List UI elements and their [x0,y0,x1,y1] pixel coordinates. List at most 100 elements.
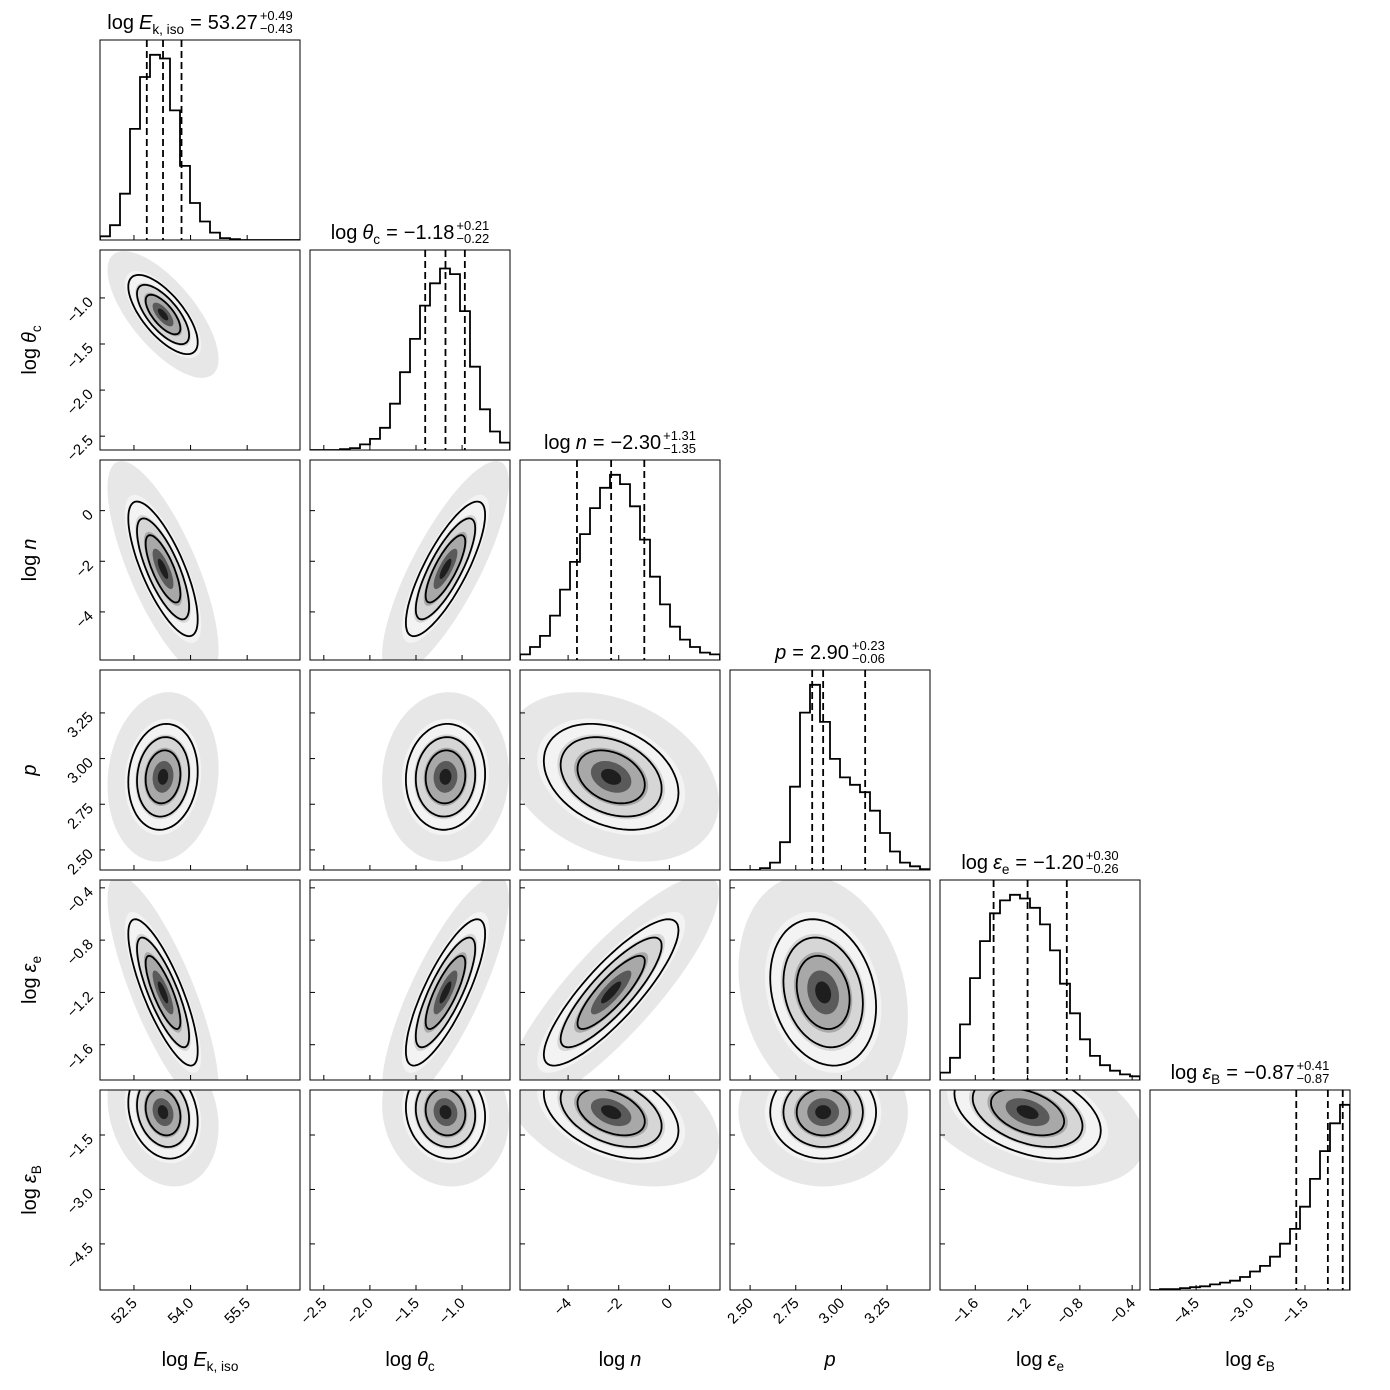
label-subscript: c [373,232,380,247]
label-subscript: c [428,1359,435,1374]
density-panel [382,1090,509,1187]
contour-line [127,918,199,1067]
label-symbol: ε [19,962,41,972]
x-axis-label: p [823,1349,835,1371]
contour-line [414,736,477,818]
x-axis-label: log n [599,1349,642,1371]
density-panel [382,692,509,862]
y-axis-label: log εB [19,1165,44,1215]
density-level [439,1105,452,1120]
label-symbol: p [823,1349,835,1371]
title-text: log εe = −1.20 [961,852,1083,877]
title-plus: +0.21 [456,218,489,233]
x-axis-label: log εB [1225,1349,1275,1374]
contour-line [542,723,680,831]
contour-line [990,1090,1066,1137]
x-tick-label: −1.6 [949,1295,982,1328]
label-subscript: k, iso [207,1359,239,1374]
contour-line [127,500,199,638]
y-tick-label: 0 [79,506,97,524]
title-plus: +0.49 [260,8,293,23]
panel-title: log θc = −1.18 +0.21−0.22 [331,218,490,247]
contour-line [769,1090,878,1160]
title-minus: −0.43 [260,21,293,36]
x-axis-label: log εe [1016,1349,1064,1374]
contour-line [576,1090,646,1137]
title-plus: +0.41 [1296,1058,1329,1073]
contour-line [559,936,663,1049]
panel-frame [99,39,301,241]
label-prefix: log [1171,1062,1198,1084]
contour-line [136,1090,191,1148]
y-tick-label: −3.0 [64,1185,97,1218]
histogram [1150,1103,1350,1290]
panel-frame [99,249,301,451]
label-subscript: B [29,1165,44,1174]
label-prefix: log [19,1188,41,1215]
density-level [157,1105,169,1120]
panel-title: log εB = −0.87 +0.41−0.87 [1171,1058,1330,1087]
density-level [439,981,452,1004]
density-level [439,558,452,579]
contour-line [136,517,191,621]
panel-frame [729,1089,931,1291]
y-tick-label: −2.0 [64,386,97,419]
title-plus: +1.31 [663,428,696,443]
contour-line [424,954,467,1030]
panel-title: log εe = −1.20 +0.30−0.26 [961,848,1118,877]
x-tick-label: −4.5 [1170,1295,1203,1328]
contour-line [127,722,199,831]
density-panel [107,692,219,862]
label-symbol: θ [362,222,373,244]
contour-line [953,1090,1102,1160]
label-subscript: B [1266,1359,1275,1374]
contour-line [144,954,182,1030]
x-tick-label: 3.00 [816,1295,849,1328]
density-panel [107,251,219,378]
label-prefix: log [1225,1349,1252,1371]
contour-line [971,1090,1084,1148]
title-equals: = [593,432,605,454]
title-plus: +0.23 [852,638,885,653]
panel-frame [99,1089,301,1291]
label-subscript: c [29,325,44,332]
density-panel [520,1090,719,1187]
label-symbol: θ [417,1349,428,1371]
label-prefix: log [107,12,134,34]
x-tick-label: 52.5 [108,1295,141,1328]
title-minus: −0.22 [456,231,489,246]
panel-frame [729,879,931,1081]
label-prefix: log [19,555,41,582]
contour-line [769,918,878,1067]
label-prefix: log [1016,1349,1043,1371]
label-prefix: log [544,432,571,454]
contour-line [559,1090,663,1148]
panel-title: log n = −2.30 +1.31−1.35 [544,428,696,456]
panel-frame [309,459,511,661]
label-symbol: n [630,1349,641,1371]
contour-line [559,736,663,818]
title-median: 53.27 [208,12,258,34]
density-panel [738,1090,908,1187]
histogram [310,267,510,450]
contour-line [414,1090,477,1148]
title-equals: = [1226,1062,1238,1084]
panel-frame [99,669,301,871]
title-median: −1.18 [404,222,455,244]
label-symbol: p [19,764,41,776]
density-level [157,308,169,321]
contour-line [542,1090,680,1160]
x-axis-label: log Ek, iso [162,1349,239,1374]
y-tick-label: −2.5 [64,432,97,465]
density-panel [738,880,908,1080]
density-panel [940,1090,1140,1187]
contour-line [144,293,182,336]
density-panel [107,880,219,1080]
panel-frame [1149,1089,1351,1291]
contour-line [795,954,851,1030]
density-panel [520,880,719,1080]
label-prefix: log [331,222,358,244]
panel-frame [309,249,511,451]
x-tick-label: −1.2 [1001,1295,1034,1328]
